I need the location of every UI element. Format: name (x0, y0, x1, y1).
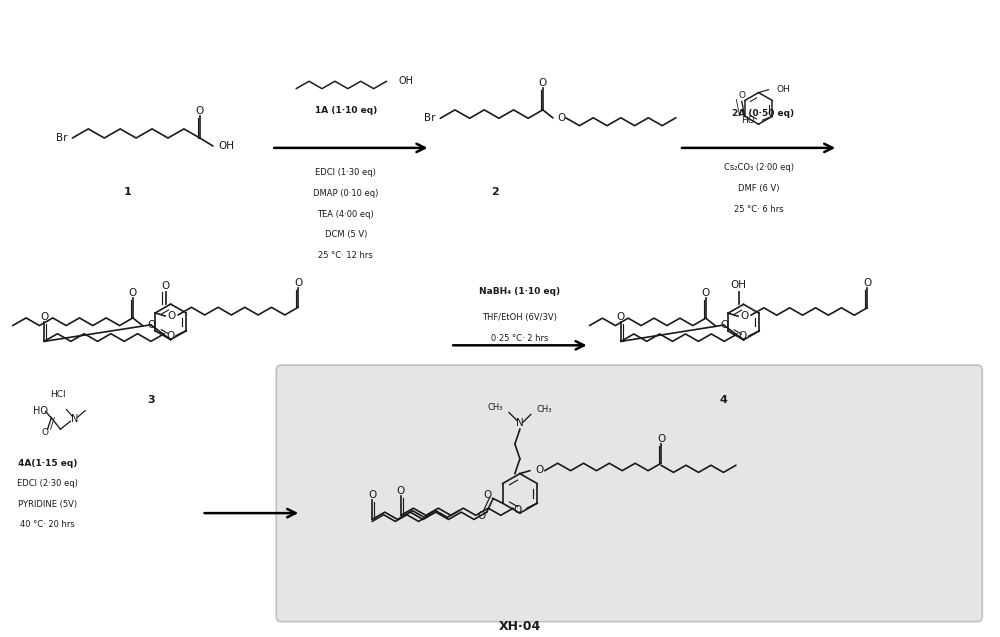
Text: HO: HO (741, 116, 754, 125)
Text: EDCl (1·30 eq): EDCl (1·30 eq) (315, 168, 376, 177)
Text: 0·25 °C· 2 hrs: 0·25 °C· 2 hrs (491, 334, 549, 343)
Text: O: O (536, 464, 544, 475)
Text: Br: Br (56, 133, 67, 143)
Text: CH₃: CH₃ (487, 403, 503, 412)
Text: O: O (558, 113, 566, 123)
Text: THF/EtOH (6V/3V): THF/EtOH (6V/3V) (482, 313, 557, 322)
Text: Cs₂CO₃ (2·00 eq): Cs₂CO₃ (2·00 eq) (724, 163, 794, 172)
Text: EDCl (2·30 eq): EDCl (2·30 eq) (17, 479, 78, 488)
Text: CH₃: CH₃ (537, 405, 552, 414)
Text: HO: HO (33, 406, 48, 417)
Text: 1: 1 (123, 187, 131, 197)
Text: 3: 3 (147, 394, 155, 404)
Text: 2A (0·50 eq): 2A (0·50 eq) (732, 109, 795, 118)
Text: 2: 2 (491, 187, 499, 197)
Text: DCM (5 V): DCM (5 V) (325, 230, 367, 240)
Text: O: O (294, 278, 302, 288)
Text: OH: OH (776, 85, 790, 94)
Text: N: N (516, 419, 524, 428)
FancyBboxPatch shape (276, 365, 982, 622)
Text: O: O (368, 490, 376, 500)
Text: 40 °C· 20 hrs: 40 °C· 20 hrs (20, 520, 75, 529)
Text: O: O (166, 331, 174, 341)
Text: O: O (739, 331, 747, 341)
Text: NaBH₄ (1·10 eq): NaBH₄ (1·10 eq) (479, 287, 560, 296)
Text: HCl: HCl (50, 390, 65, 399)
Text: OH: OH (731, 280, 747, 290)
Text: 25 °C· 6 hrs: 25 °C· 6 hrs (734, 204, 783, 213)
Text: PYRIDINE (5V): PYRIDINE (5V) (18, 500, 77, 509)
Text: O: O (484, 490, 492, 500)
Text: O: O (539, 78, 547, 89)
Text: O: O (196, 106, 204, 117)
Text: O: O (863, 278, 871, 288)
Text: XH·04: XH·04 (499, 620, 541, 633)
Text: O: O (721, 320, 729, 330)
Text: O: O (129, 288, 137, 298)
Text: O: O (740, 311, 748, 321)
Text: O: O (702, 289, 710, 299)
Text: Br: Br (424, 113, 435, 124)
Text: O: O (738, 91, 745, 100)
Text: O: O (40, 311, 48, 322)
Text: 1A (1·10 eq): 1A (1·10 eq) (315, 106, 377, 115)
Text: 25 °C· 12 hrs: 25 °C· 12 hrs (318, 251, 373, 260)
Text: O: O (148, 320, 156, 330)
Text: O: O (478, 511, 486, 521)
Text: OH: OH (219, 141, 235, 151)
Text: DMF (6 V): DMF (6 V) (738, 184, 779, 193)
Text: O: O (397, 485, 405, 496)
Text: O: O (617, 311, 625, 322)
Text: 4: 4 (720, 394, 728, 404)
Text: O: O (513, 505, 521, 515)
Text: TEA (4·00 eq): TEA (4·00 eq) (317, 210, 374, 218)
Text: N: N (71, 414, 78, 424)
Text: OH: OH (398, 76, 413, 86)
Text: DMAP (0·10 eq): DMAP (0·10 eq) (313, 189, 379, 198)
Text: O: O (657, 434, 665, 443)
Text: O: O (167, 311, 175, 321)
Text: O: O (41, 427, 48, 437)
Text: 4A(1·15 eq): 4A(1·15 eq) (18, 459, 77, 468)
Text: O: O (162, 282, 170, 291)
